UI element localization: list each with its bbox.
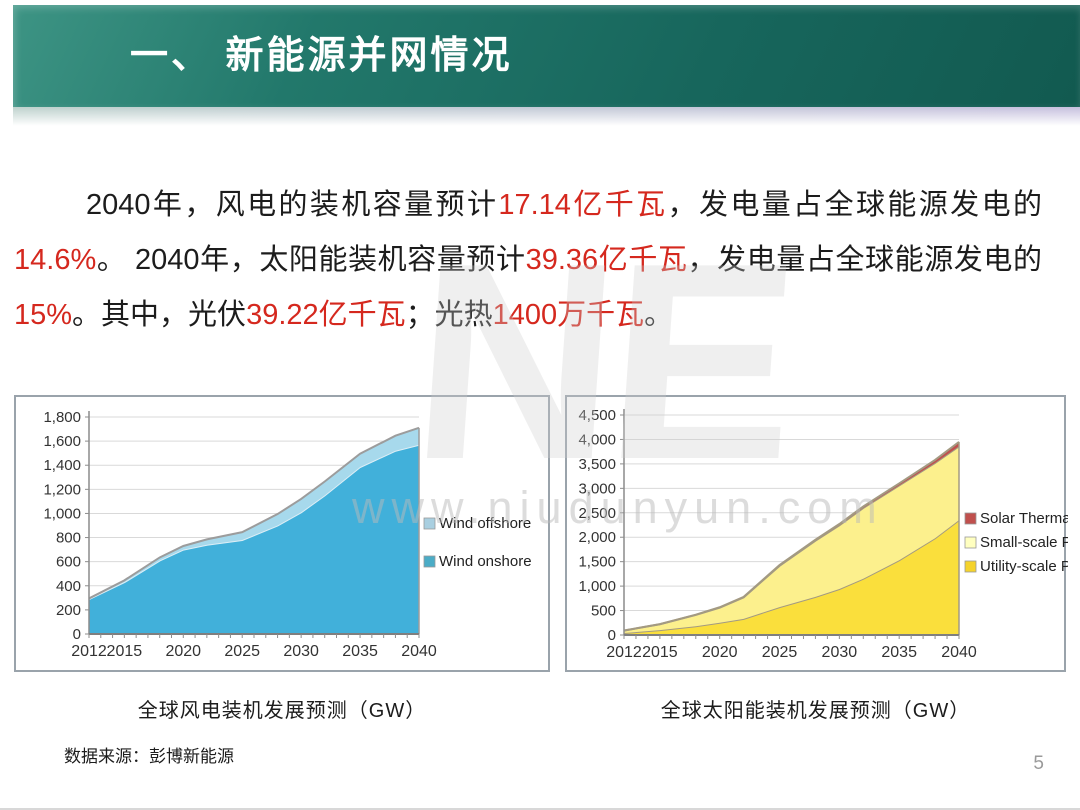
- legend-swatch: [423, 555, 436, 568]
- solar-chart-caption: 全球太阳能装机发展预测（GW）: [660, 700, 971, 722]
- page-title: 一、 新能源并网情况: [130, 35, 513, 77]
- y-tick-label: 1,400: [43, 457, 81, 474]
- area-edge: [623, 519, 960, 635]
- wind-chart-panel: 0 200 400 600 800 1,000 1,200 1,400 1,600 1,800 20…: [14, 395, 550, 672]
- text-run: ，发电量占全球能源发电的: [687, 244, 1042, 276]
- y-tick-label: 1,000: [43, 505, 81, 522]
- body-paragraph: 2040年，风电的装机容量预计17.14亿千瓦，发电量占全球能源发电的14.6%…: [14, 178, 1042, 343]
- solar-chart: 0 500 1,000 1,500 2,000 2,500 3,000 3,500 4,000 4…: [578, 407, 1068, 661]
- legend-label: Wind offshore: [439, 515, 531, 532]
- text-run: ；光热: [405, 299, 493, 331]
- legend-swatch: [964, 560, 977, 573]
- x-tick-label: 2015: [642, 644, 678, 661]
- text-run: 。 2040年，太阳能装机容量预计: [96, 244, 526, 276]
- wind-chart: 0 200 400 600 800 1,000 1,200 1,400 1,600 1,800 20…: [43, 409, 532, 660]
- y-tick-label: 4,000: [578, 431, 616, 448]
- solar-chart-panel: 0 500 1,000 1,500 2,000 2,500 3,000 3,500 4,000 4…: [565, 395, 1068, 672]
- highlighted-figure: 15%: [14, 299, 73, 331]
- text-run: 2040年，风电的装机容量预计: [86, 189, 499, 221]
- legend-label: Solar Thermal: [980, 510, 1068, 527]
- x-tick-label: 2035: [881, 644, 917, 661]
- text-run: ，发电量占全球能源发电的: [667, 189, 1042, 221]
- page-number: 5: [1033, 753, 1044, 774]
- highlighted-figure: 14.6%: [14, 244, 97, 276]
- area-utility-scale-pv: [624, 520, 959, 635]
- y-tick-label: 1,500: [578, 554, 616, 571]
- x-tick-label: 2012: [71, 643, 107, 660]
- x-tick-label: 2012: [606, 644, 642, 661]
- y-tick-label: 200: [56, 602, 81, 619]
- y-tick-label: 4,500: [578, 407, 616, 424]
- x-tick-label: 2025: [224, 643, 260, 660]
- legend-label: Wind onshore: [439, 553, 532, 570]
- y-tick-label: 2,000: [578, 529, 616, 546]
- text-run: 。: [644, 299, 674, 331]
- data-source-note: 数据来源：彭博新能源: [64, 747, 234, 766]
- y-tick-label: 0: [73, 626, 81, 643]
- area-edge: [623, 441, 960, 632]
- area-wind-onshore: [89, 444, 419, 634]
- text-run: 。其中，光伏: [72, 299, 247, 331]
- x-tick-label: 2030: [283, 643, 319, 660]
- x-tick-label: 2020: [165, 643, 201, 660]
- highlighted-figure: 39.22亿千瓦: [246, 299, 406, 331]
- highlighted-figure: 1400万千瓦: [492, 299, 645, 331]
- legend-label: Small-scale PV: [980, 534, 1068, 551]
- y-tick-label: 3,000: [578, 480, 616, 497]
- x-tick-label: 2020: [702, 644, 738, 661]
- y-tick-label: 1,600: [43, 433, 81, 450]
- legend-swatch: [964, 536, 977, 549]
- x-tick-label: 2035: [342, 643, 378, 660]
- y-tick-label: 500: [591, 603, 616, 620]
- x-tick-label: 2030: [822, 644, 858, 661]
- y-tick-label: 2,500: [578, 505, 616, 522]
- y-tick-label: 600: [56, 554, 81, 571]
- area-small-scale-pv: [624, 446, 959, 634]
- x-tick-label: 2040: [941, 644, 977, 661]
- x-tick-label: 2025: [762, 644, 798, 661]
- wind-chart-caption: 全球风电装机发展预测（GW）: [137, 700, 427, 722]
- x-tick-label: 2040: [401, 643, 437, 660]
- highlighted-figure: 39.36亿千瓦: [525, 244, 688, 276]
- highlighted-figure: 17.14亿千瓦: [498, 189, 668, 221]
- y-tick-label: 1,800: [43, 409, 81, 426]
- y-tick-label: 1,000: [578, 578, 616, 595]
- banner-gradient-strip: [13, 107, 1080, 129]
- legend-swatch: [964, 512, 977, 525]
- y-tick-label: 400: [56, 578, 81, 595]
- legend-swatch: [423, 517, 436, 530]
- y-tick-label: 1,200: [43, 481, 81, 498]
- area-edge: [88, 426, 420, 600]
- legend-label: Utility-scale PV: [980, 558, 1068, 575]
- y-tick-label: 3,500: [578, 456, 616, 473]
- y-tick-label: 0: [608, 627, 616, 644]
- y-tick-label: 800: [56, 530, 81, 547]
- x-tick-label: 2015: [107, 643, 143, 660]
- header-banner: 一、 新能源并网情况: [13, 5, 1080, 107]
